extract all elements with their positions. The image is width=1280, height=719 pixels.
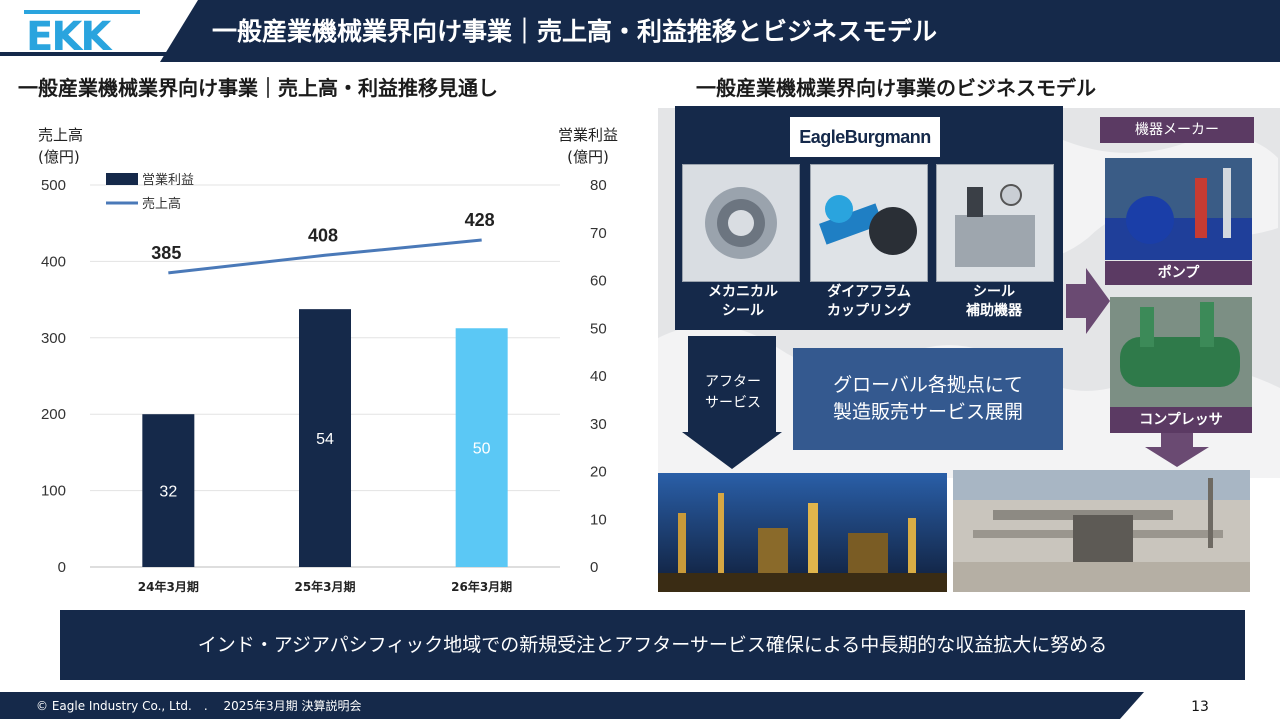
legend-swatch-operating-profit: [106, 173, 138, 185]
business-model-title: 一般産業機械業界向け事業のビジネスモデル: [696, 76, 1096, 100]
compressor-caption: コンプレッサ: [1110, 407, 1252, 433]
bar-value-label: 32: [159, 484, 177, 501]
ekk-logo: EKK: [24, 10, 140, 54]
after-service-arrow: [682, 336, 782, 469]
bar-operating-profit: [299, 309, 351, 567]
product-label-diaphragm-coupling: ダイアフラム カップリング: [827, 284, 911, 319]
right-tick-label: 10: [590, 511, 607, 528]
left-axis-title: 売上高 (億円): [38, 124, 83, 168]
key-message-banner: [60, 610, 1245, 680]
left-tick-label: 400: [41, 253, 66, 270]
line-value-label: 385: [151, 243, 181, 263]
right-tick-label: 0: [590, 559, 598, 576]
x-category-label: 25年3月期: [294, 579, 355, 594]
right-axis-label: 営業利益: [557, 126, 618, 144]
seal-support-system-image: [936, 164, 1054, 282]
slide-header: EKK 一般産業機械業界向け事業｜売上高・利益推移とビジネスモデル: [0, 0, 1280, 62]
right-axis-title: 営業利益 (億円): [548, 124, 628, 168]
line-sales: [168, 238, 482, 275]
right-tick-label: 70: [590, 225, 607, 242]
pump-photo: [1105, 158, 1252, 260]
mechanical-seal-image: [682, 164, 800, 282]
title-band: [160, 0, 1280, 62]
key-message-text: インド・アジアパシフィック地域での新規受注とアフターサービス確保による中長期的な…: [197, 634, 1108, 656]
x-category-label: 26年3月期: [451, 579, 512, 594]
plant-construction-photo: [953, 470, 1250, 592]
bar-operating-profit: [142, 414, 195, 567]
refinery-night-photo: [658, 473, 947, 592]
left-axis-label: 売上高: [38, 126, 84, 144]
right-tick-label: 30: [590, 416, 607, 433]
x-category-label: 24年3月期: [138, 579, 199, 594]
bar-value-label: 50: [473, 441, 491, 458]
footer-copyright: © Eagle Industry Co., Ltd. . 2025年3月期 決算…: [36, 699, 362, 713]
product-label-seal-support: シール 補助機器: [966, 284, 1022, 319]
compressor-photo: [1110, 297, 1252, 407]
global-operations-box: [793, 348, 1063, 450]
legend-label-sales: 売上高: [142, 196, 181, 212]
equipment-maker-tag: 機器メーカー: [1100, 117, 1254, 143]
product-label-mechanical-seal: メカニカル シール: [708, 284, 778, 319]
line-value-label: 408: [308, 225, 338, 245]
arrow-right-icon: [1066, 268, 1110, 334]
left-tick-label: 100: [41, 483, 66, 500]
header-divider: [0, 52, 170, 56]
right-tick-label: 40: [590, 368, 607, 385]
legend-label-operating-profit: 営業利益: [142, 172, 194, 188]
after-service-label: アフター サービス: [705, 374, 761, 411]
diaphragm-coupling-image: [810, 164, 928, 282]
arrow-down-icon: [1145, 433, 1209, 467]
left-tick-label: 200: [41, 406, 66, 423]
left-axis-unit: (億円): [38, 148, 80, 166]
chart-section-title: 一般産業機械業界向け事業｜売上高・利益推移見通し: [18, 76, 498, 100]
slide-title: 一般産業機械業界向け事業｜売上高・利益推移とビジネスモデル: [212, 17, 938, 46]
right-tick-label: 50: [590, 320, 607, 337]
sales-profit-chart: 0 100 200 300 400 500 0 10 20 30 40 50 60 70 80 32 24年3月…: [41, 172, 607, 594]
right-tick-label: 60: [590, 273, 607, 290]
pump-caption: ポンプ: [1105, 261, 1252, 285]
page-number: 13: [1191, 699, 1209, 715]
right-axis-unit: (億円): [567, 148, 609, 166]
global-operations-text: グローバル各拠点にて 製造販売サービス展開: [832, 374, 1023, 423]
svg-text:EKK: EKK: [26, 14, 113, 54]
footer-bar: [0, 692, 1280, 719]
right-tick-label: 20: [590, 464, 607, 481]
eagleburgmann-logo: EagleBurgmann: [790, 117, 940, 157]
right-tick-label: 80: [590, 177, 607, 194]
left-tick-label: 500: [41, 177, 66, 194]
page-number-tab: [1120, 692, 1280, 719]
bar-value-label: 54: [316, 431, 334, 448]
bar-operating-profit: [455, 328, 508, 567]
line-value-label: 428: [465, 210, 495, 230]
left-tick-label: 300: [41, 330, 66, 347]
left-tick-label: 0: [58, 559, 66, 576]
